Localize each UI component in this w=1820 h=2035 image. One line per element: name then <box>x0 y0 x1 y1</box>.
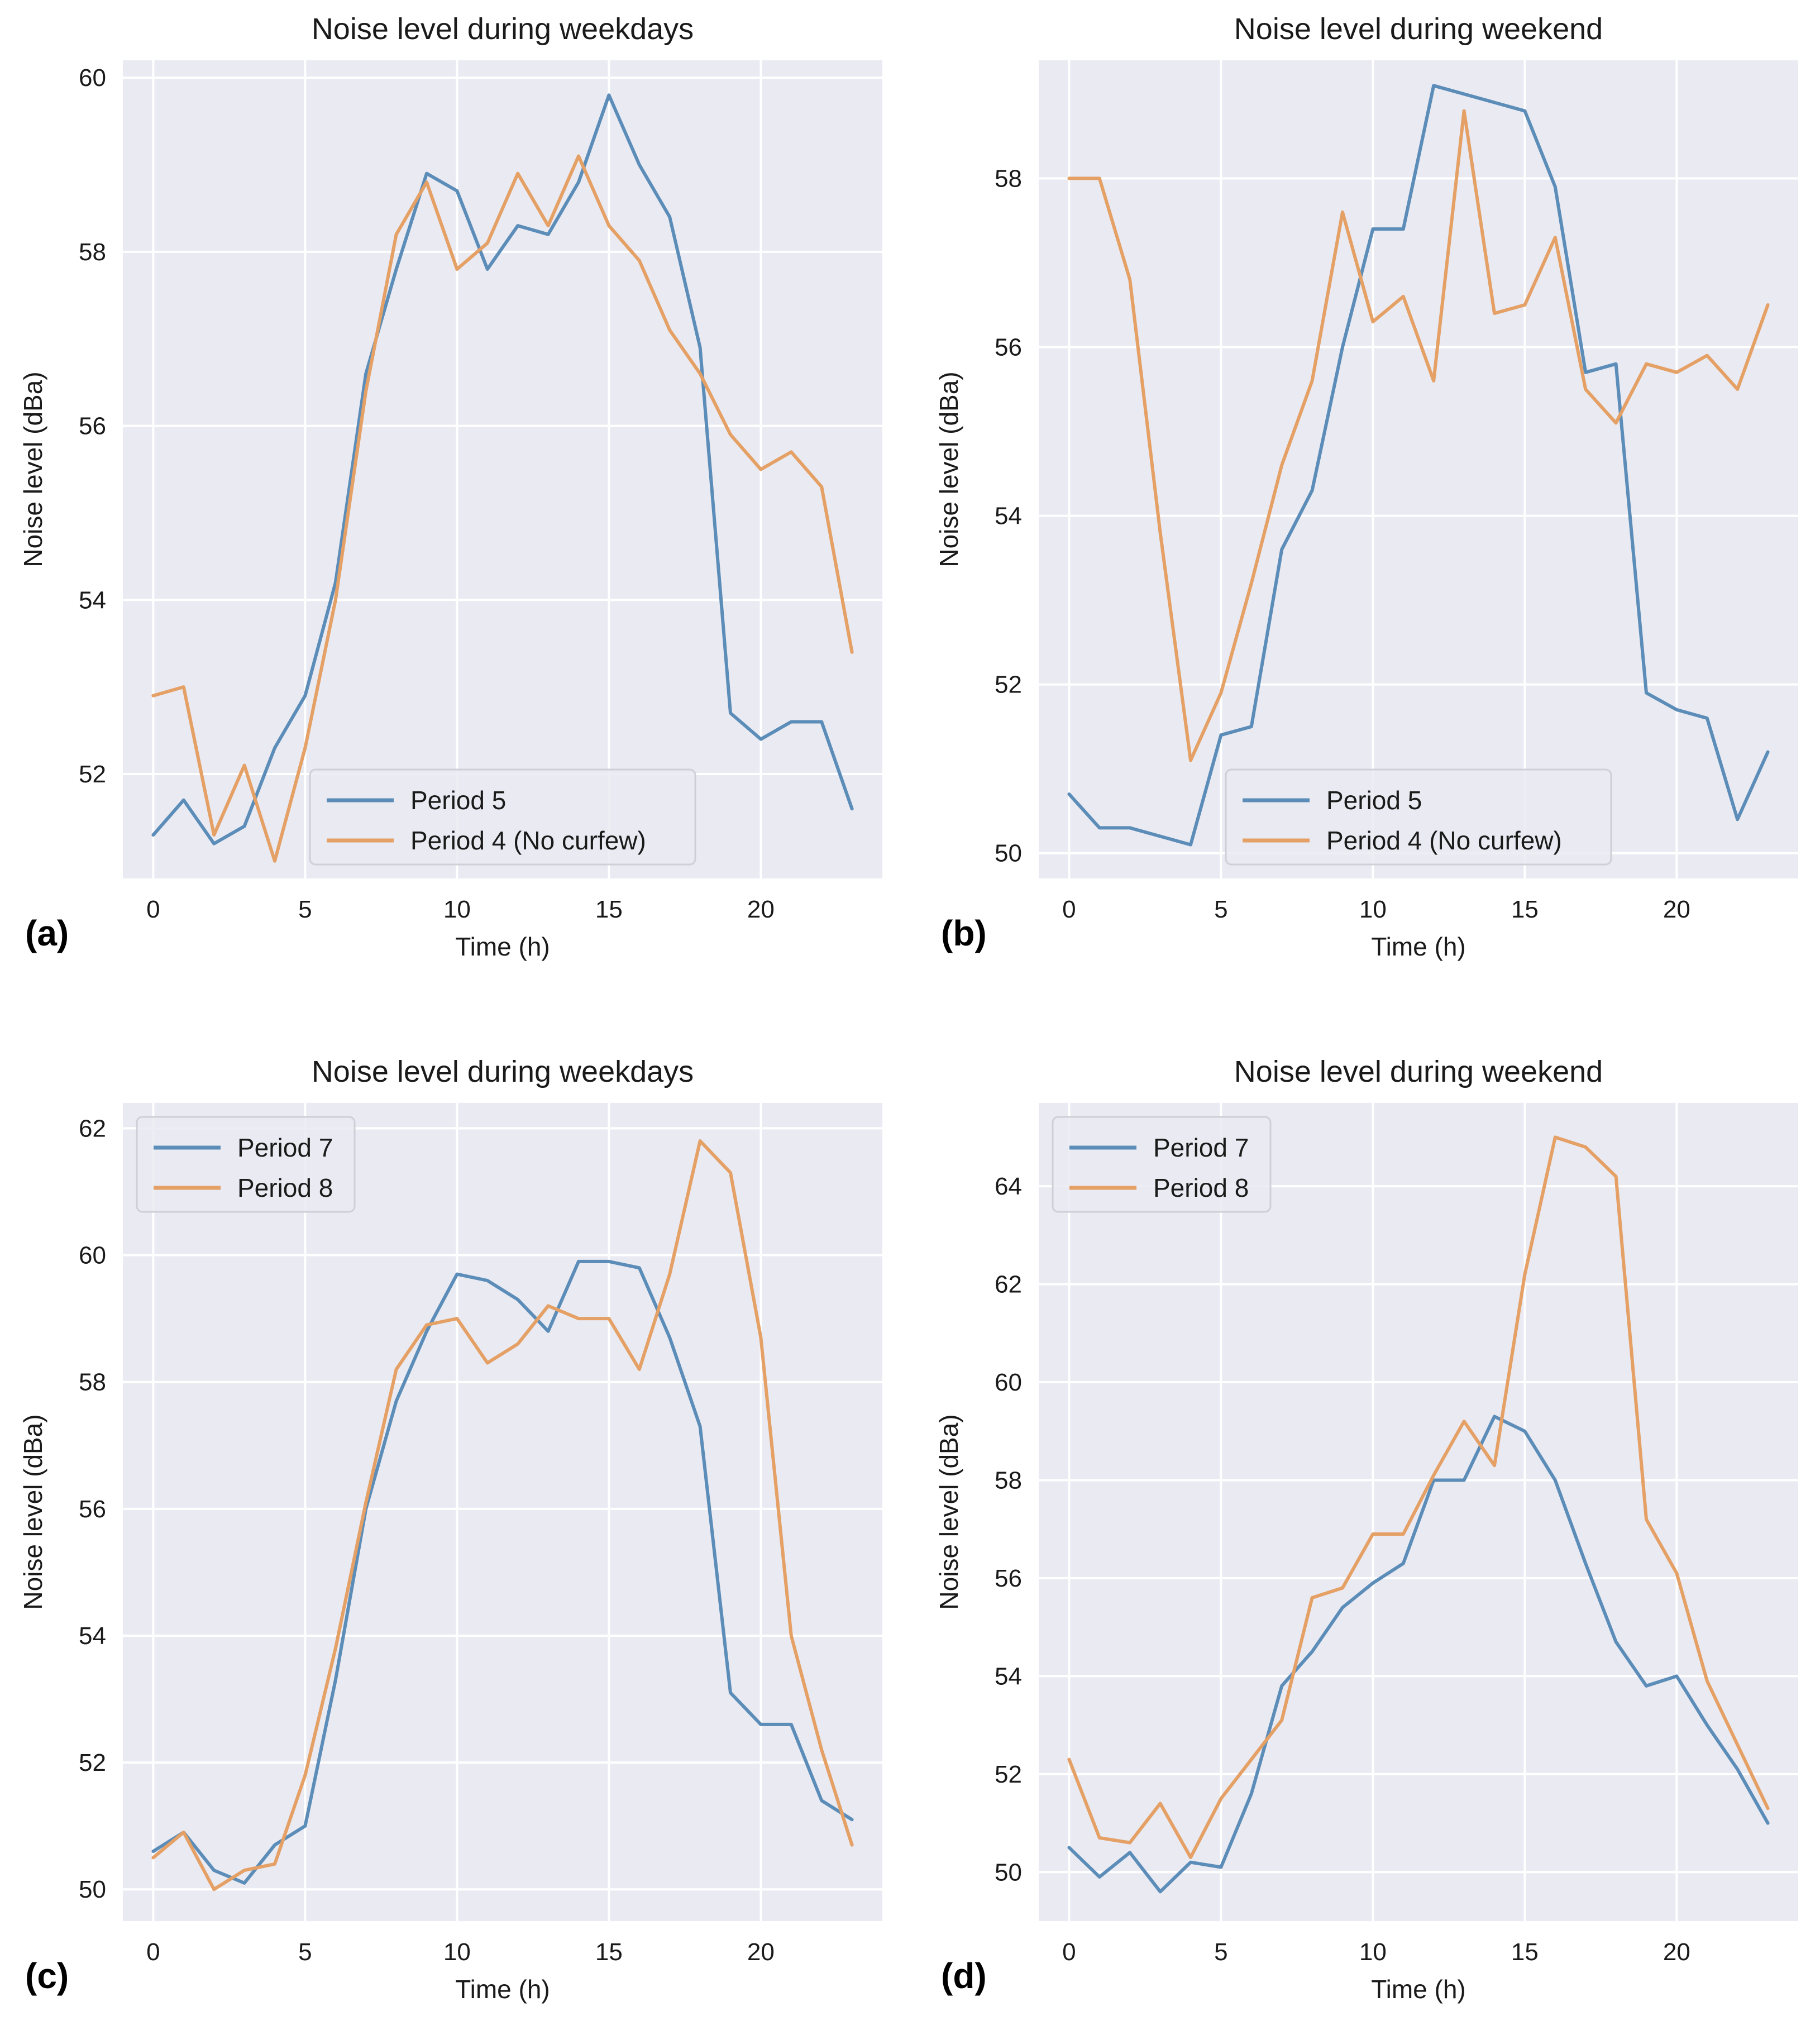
x-tick-label: 0 <box>1062 896 1076 923</box>
x-tick-label: 20 <box>1663 896 1690 923</box>
x-tick-label: 15 <box>1511 1938 1539 1966</box>
x-tick-label: 20 <box>747 1938 775 1966</box>
panel-4: 0 5 10 15 20 50 52 54 56 58 60 62 64 Noise level duri… <box>934 1055 1798 2004</box>
series-line-2 <box>151 154 854 863</box>
y-axis-label: Noise level (dBa) <box>18 1414 47 1609</box>
series-line-1 <box>1067 84 1770 847</box>
y-tick-label: 58 <box>995 1466 1022 1494</box>
y-tick-label: 56 <box>79 413 106 440</box>
y-tick-label: 54 <box>995 1663 1022 1690</box>
y-tick-label: 52 <box>79 761 106 788</box>
x-axis-label: Time (h) <box>455 1975 550 2004</box>
series-line-2 <box>1067 1135 1770 1859</box>
legend-entry: Period 7 <box>237 1133 333 1162</box>
y-tick-label: 52 <box>995 671 1022 699</box>
x-tick-label: 15 <box>1511 896 1539 923</box>
x-tick-label: 10 <box>1359 1938 1387 1966</box>
y-tick-label: 56 <box>79 1496 106 1523</box>
y-tick-label: 60 <box>995 1369 1022 1396</box>
panel-2: 0 5 10 15 20 50 52 54 56 58 Noise level during wee… <box>934 12 1798 961</box>
legend-entry: Period 8 <box>237 1173 333 1202</box>
y-tick-label: 50 <box>995 1859 1022 1886</box>
y-tick-label: 60 <box>79 1242 106 1269</box>
x-tick-label: 0 <box>146 1938 160 1966</box>
panel-label: (a) <box>25 913 69 953</box>
x-tick-label: 20 <box>747 896 775 923</box>
y-tick-label: 52 <box>79 1749 106 1776</box>
x-tick-label: 15 <box>595 896 623 923</box>
chart-title: Noise level during weekend <box>1234 12 1603 46</box>
x-tick-label: 5 <box>298 1938 312 1966</box>
legend: Period 7 Period 8 <box>1052 1116 1272 1213</box>
legend-entry: Period 5 <box>1326 786 1422 815</box>
x-axis-label: Time (h) <box>1371 1975 1466 2004</box>
legend-box <box>309 768 696 866</box>
legend: Period 7 Period 8 <box>136 1116 356 1213</box>
series-line-1 <box>1067 1415 1770 1894</box>
series-line-1 <box>151 93 854 845</box>
plot-area <box>1039 1103 1798 1921</box>
y-axis-label: Noise level (dBa) <box>18 371 47 567</box>
y-tick-label: 54 <box>79 586 106 614</box>
y-tick-label: 62 <box>79 1115 106 1142</box>
x-tick-label: 15 <box>595 1938 623 1966</box>
chart-title: Noise level during weekdays <box>312 1055 694 1088</box>
legend: Period 5 Period 4 (No curfew) <box>309 768 696 866</box>
y-tick-label: 64 <box>995 1173 1022 1200</box>
legend-entry: Period 7 <box>1153 1133 1249 1162</box>
x-tick-label: 10 <box>443 896 471 923</box>
panel-label: (d) <box>941 1956 987 1996</box>
plot-area <box>123 1103 882 1921</box>
x-tick-label: 5 <box>1214 896 1227 923</box>
y-tick-label: 52 <box>995 1761 1022 1788</box>
legend-box <box>1225 768 1612 866</box>
x-axis-label: Time (h) <box>1371 932 1466 961</box>
y-tick-label: 58 <box>79 238 106 266</box>
x-tick-label: 10 <box>443 1938 471 1966</box>
y-tick-label: 60 <box>79 64 106 92</box>
legend-entry: Period 4 (No curfew) <box>1326 826 1562 855</box>
panel-3: 0 5 10 15 20 50 52 54 56 58 60 62 Noise level during… <box>18 1055 882 2004</box>
y-tick-label: 50 <box>995 840 1022 867</box>
y-tick-label: 56 <box>995 334 1022 361</box>
legend-entry: Period 5 <box>410 786 506 815</box>
y-axis-label: Noise level (dBa) <box>934 371 963 567</box>
y-tick-label: 50 <box>79 1876 106 1903</box>
y-tick-label: 58 <box>995 165 1022 192</box>
y-tick-label: 62 <box>995 1271 1022 1298</box>
chart-title: Noise level during weekend <box>1234 1055 1603 1088</box>
y-tick-label: 56 <box>995 1565 1022 1592</box>
series-line-2 <box>1067 109 1770 762</box>
legend-entry: Period 4 (No curfew) <box>410 826 646 855</box>
x-tick-label: 20 <box>1663 1938 1690 1966</box>
plot-area <box>1039 60 1798 878</box>
panel-label: (b) <box>941 913 987 953</box>
y-tick-label: 58 <box>79 1369 106 1396</box>
panel-1: 0 5 10 15 20 52 54 56 58 60 Noise level during wee… <box>18 12 882 961</box>
series-line-2 <box>151 1139 854 1891</box>
x-tick-label: 5 <box>1214 1938 1227 1966</box>
y-tick-label: 54 <box>79 1622 106 1650</box>
x-tick-label: 0 <box>146 896 160 923</box>
x-tick-label: 10 <box>1359 896 1387 923</box>
legend-entry: Period 8 <box>1153 1173 1249 1202</box>
y-axis-label: Noise level (dBa) <box>934 1414 963 1609</box>
chart-title: Noise level during weekdays <box>312 12 694 46</box>
x-tick-label: 0 <box>1062 1938 1076 1966</box>
legend: Period 5 Period 4 (No curfew) <box>1225 768 1612 866</box>
plot-area <box>123 60 882 878</box>
y-tick-label: 54 <box>995 503 1022 530</box>
panel-label: (c) <box>25 1956 69 1996</box>
x-tick-label: 5 <box>298 896 312 923</box>
x-axis-label: Time (h) <box>455 932 550 961</box>
series-line-1 <box>151 1259 854 1885</box>
